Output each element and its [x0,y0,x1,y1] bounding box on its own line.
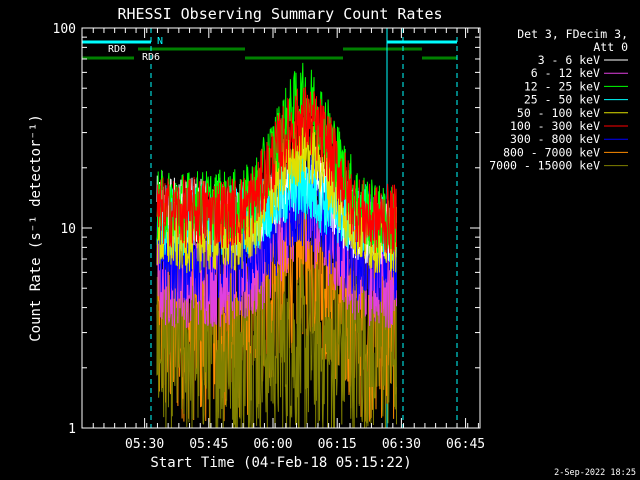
y-tick-label: 100 [53,22,76,37]
y-tick-label: 10 [60,222,76,237]
series-layer [156,62,397,429]
x-tick-label: 06:45 [446,437,485,452]
x-tick-label: 06:00 [253,437,292,452]
x-axis-label: Start Time (04-Feb-18 05:15:22) [150,455,411,471]
rd0-flag-label: RD0 [108,44,126,55]
legend-entry-label: 800 - 7000 keV [503,145,600,159]
rd6-flag-label: RD6 [142,52,160,63]
legend-entry-label: 300 - 800 keV [510,132,600,146]
legend-entry-label: 6 - 12 keV [531,66,600,80]
legend-entry-label: 25 - 50 keV [524,93,600,107]
series-line-7000to15000kev [156,259,397,429]
x-tick-label: 06:15 [318,437,357,452]
footer-date: 2-Sep-2022 18:25 [554,468,636,478]
x-tick-label: 06:30 [382,437,421,452]
legend-header-line-1: Det 3, FDecim 3, [517,27,628,41]
legend-entry-label: 3 - 6 keV [538,53,600,67]
x-tick-label: 05:45 [189,437,228,452]
legend-header-line-2: Att 0 [593,40,628,54]
y-tick-label: 1 [68,422,76,437]
legend-entry-label: 50 - 100 keV [517,106,600,120]
series-line-100to300kev [156,86,397,255]
axes: 05:30 05:45 06:00 06:15 06:30 06:45 1 10 100 [53,22,486,452]
legend-entry-label: 100 - 300 keV [510,119,600,133]
chart-title: RHESSI Observing Summary Count Rates [117,5,442,23]
legend-entry-label: 7000 - 15000 keV [489,159,600,173]
y-axis-label: Count Rate (s⁻¹ detector⁻¹) [28,114,44,342]
n-flag-label: N [157,36,163,47]
legend-entry-label: 12 - 25 keV [524,79,600,93]
x-tick-label: 05:30 [125,437,164,452]
